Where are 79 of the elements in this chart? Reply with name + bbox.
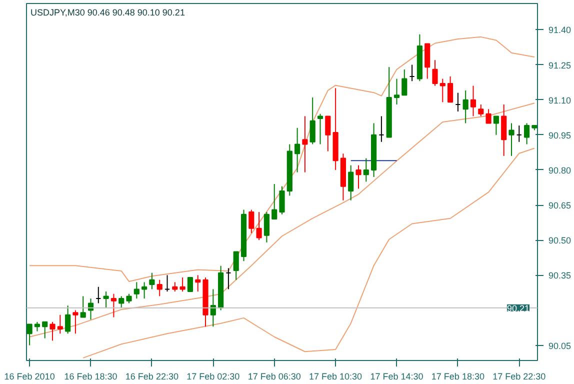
x-tick-label: 17 Feb 10:30 — [309, 372, 362, 382]
candlestick — [402, 68, 408, 96]
candlestick — [294, 127, 300, 173]
candlestick — [134, 282, 140, 300]
candlestick — [210, 288, 216, 328]
candlestick — [195, 274, 201, 292]
y-tick-label: 90.80 — [548, 165, 572, 176]
candlestick — [424, 43, 430, 80]
candlestick — [356, 164, 362, 190]
candlestick — [126, 293, 132, 304]
candlestick — [394, 78, 400, 105]
candlestick — [508, 122, 514, 156]
candlestick — [501, 104, 507, 156]
candlestick — [50, 321, 56, 342]
candlestick — [172, 282, 178, 292]
candlestick — [272, 183, 278, 220]
x-tick-label: 17 Feb 18:30 — [431, 372, 484, 382]
candlestick — [440, 78, 446, 103]
candlestick — [486, 108, 492, 124]
candlestick — [233, 251, 239, 280]
candlestick — [80, 296, 86, 318]
y-tick-label: 91.10 — [548, 95, 572, 106]
candlestick — [493, 116, 499, 136]
x-tick-label: 17 Feb 14:30 — [370, 372, 424, 382]
candlestick — [103, 291, 109, 308]
ref-line-label: 90.21 — [506, 303, 530, 314]
candlestick — [448, 76, 454, 103]
line-series — [29, 102, 535, 338]
candlestick — [310, 96, 316, 145]
candlestick — [432, 60, 438, 86]
candlestick — [455, 92, 461, 112]
candlestick — [180, 277, 186, 292]
x-tick-label: 16 Feb 2010 — [4, 372, 55, 382]
candlestick — [264, 212, 270, 243]
line-series — [29, 36, 535, 282]
candlestick — [302, 116, 308, 173]
candlestick — [279, 186, 285, 215]
candlestick — [96, 286, 102, 304]
candlestick — [110, 293, 116, 318]
candlestick — [156, 279, 162, 297]
candlestick — [118, 296, 124, 308]
x-tick-label: 17 Feb 22:30 — [492, 372, 546, 382]
candlestick — [65, 305, 71, 334]
y-tick-label: 91.25 — [548, 60, 572, 70]
candlestick — [34, 321, 40, 332]
candlestick — [149, 272, 155, 290]
candlestick — [516, 125, 522, 142]
candlestick — [72, 310, 78, 334]
candlestick — [187, 277, 193, 292]
candlestick — [524, 122, 530, 145]
line-series — [82, 148, 535, 358]
candlestick — [470, 85, 476, 117]
text: USDJPY,M30 90.46 90.48 90.10 90.21 — [30, 8, 185, 18]
x-tick-label: 16 Feb 18:30 — [64, 372, 118, 382]
x-tick-label: 16 Feb 22:30 — [125, 372, 178, 382]
candlestick — [142, 282, 148, 300]
candlestick — [348, 164, 354, 201]
y-tick-label: 90.50 — [548, 236, 572, 246]
candlestick — [378, 116, 384, 142]
candlestick — [248, 209, 254, 234]
y-tick-label: 90.35 — [548, 270, 572, 281]
x-tick-label: 17 Feb 06:30 — [248, 372, 301, 382]
y-tick-label: 90.95 — [548, 130, 572, 140]
y-tick-label: 90.65 — [548, 200, 572, 211]
y-tick-label: 90.05 — [548, 340, 572, 351]
candlestick — [462, 90, 468, 124]
candlestick — [57, 314, 63, 334]
candlestick — [42, 321, 48, 339]
candlestick — [409, 64, 415, 82]
candlestick — [226, 268, 232, 290]
candlestick — [363, 158, 369, 182]
y-tick-label: 91.40 — [548, 25, 572, 36]
candlestick — [26, 324, 32, 346]
candlestick — [256, 212, 262, 241]
candlestick — [164, 274, 170, 292]
x-tick-label: 17 Feb 02:30 — [186, 372, 240, 382]
candlestick — [317, 113, 324, 145]
candlestick — [325, 116, 331, 152]
candlestick — [478, 104, 484, 117]
